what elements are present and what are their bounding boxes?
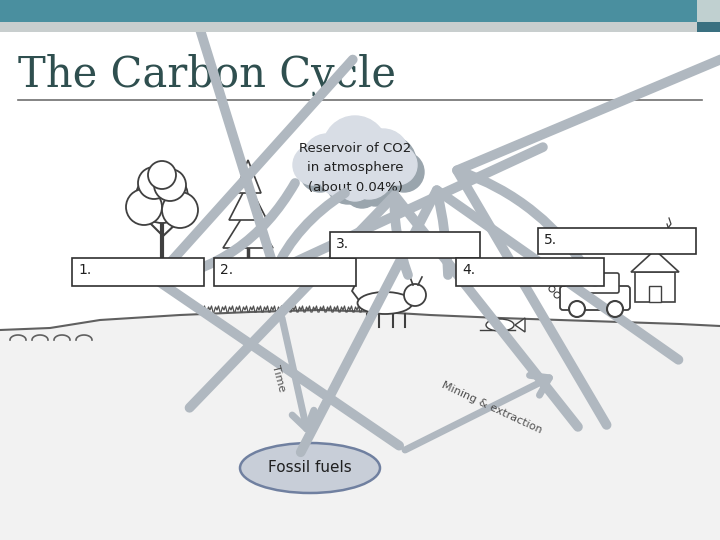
- Bar: [0, 0, 720, 22]
- Circle shape: [323, 116, 387, 180]
- Circle shape: [554, 292, 560, 298]
- Polygon shape: [515, 318, 525, 332]
- Polygon shape: [0, 310, 720, 540]
- Bar: [635, 272, 675, 302]
- FancyArrowPatch shape: [405, 375, 549, 450]
- Bar: [697, 22, 720, 32]
- Circle shape: [330, 123, 394, 187]
- Polygon shape: [235, 160, 261, 193]
- Circle shape: [364, 136, 416, 188]
- FancyBboxPatch shape: [560, 286, 630, 310]
- Circle shape: [326, 160, 370, 204]
- Bar: [330, 232, 480, 258]
- Text: 1.: 1.: [78, 263, 91, 277]
- Circle shape: [404, 284, 426, 306]
- Bar: [72, 258, 204, 286]
- Circle shape: [126, 189, 162, 225]
- Circle shape: [337, 165, 373, 201]
- Ellipse shape: [486, 319, 514, 331]
- Bar: [0, 22, 720, 32]
- FancyBboxPatch shape: [577, 273, 619, 293]
- Bar: [214, 258, 356, 286]
- Text: 3.: 3.: [336, 237, 349, 251]
- Circle shape: [352, 158, 400, 206]
- Text: 4.: 4.: [462, 263, 475, 277]
- Text: Reservoir of CO2
in atmosphere
(about 0.04%): Reservoir of CO2 in atmosphere (about 0.…: [299, 143, 411, 193]
- Text: Mining & extraction: Mining & extraction: [440, 380, 544, 436]
- Circle shape: [344, 172, 380, 208]
- Circle shape: [136, 171, 188, 223]
- Circle shape: [569, 301, 585, 317]
- Ellipse shape: [358, 292, 413, 314]
- Circle shape: [384, 152, 424, 192]
- Circle shape: [377, 145, 417, 185]
- Text: 2.: 2.: [220, 263, 233, 277]
- Ellipse shape: [240, 443, 380, 493]
- Text: The Carbon Cycle: The Carbon Cycle: [18, 54, 396, 96]
- Circle shape: [552, 280, 558, 286]
- Circle shape: [300, 152, 340, 192]
- Bar: [538, 228, 696, 254]
- Circle shape: [303, 134, 351, 182]
- Circle shape: [138, 167, 170, 199]
- Text: Fossil fuels: Fossil fuels: [268, 461, 352, 476]
- Bar: [649, 286, 661, 302]
- Polygon shape: [229, 183, 267, 220]
- Circle shape: [357, 129, 409, 181]
- Circle shape: [310, 141, 358, 189]
- Circle shape: [345, 151, 393, 199]
- Circle shape: [293, 145, 333, 185]
- Bar: [456, 258, 604, 286]
- Text: Time: Time: [270, 363, 287, 393]
- FancyArrowPatch shape: [282, 318, 314, 429]
- Circle shape: [154, 169, 186, 201]
- Circle shape: [549, 286, 555, 292]
- Circle shape: [607, 301, 623, 317]
- Polygon shape: [631, 250, 679, 272]
- Polygon shape: [223, 208, 273, 248]
- Circle shape: [319, 153, 363, 197]
- Text: 5.: 5.: [544, 233, 557, 247]
- Circle shape: [148, 161, 176, 189]
- Bar: [697, 0, 720, 22]
- Circle shape: [162, 192, 198, 228]
